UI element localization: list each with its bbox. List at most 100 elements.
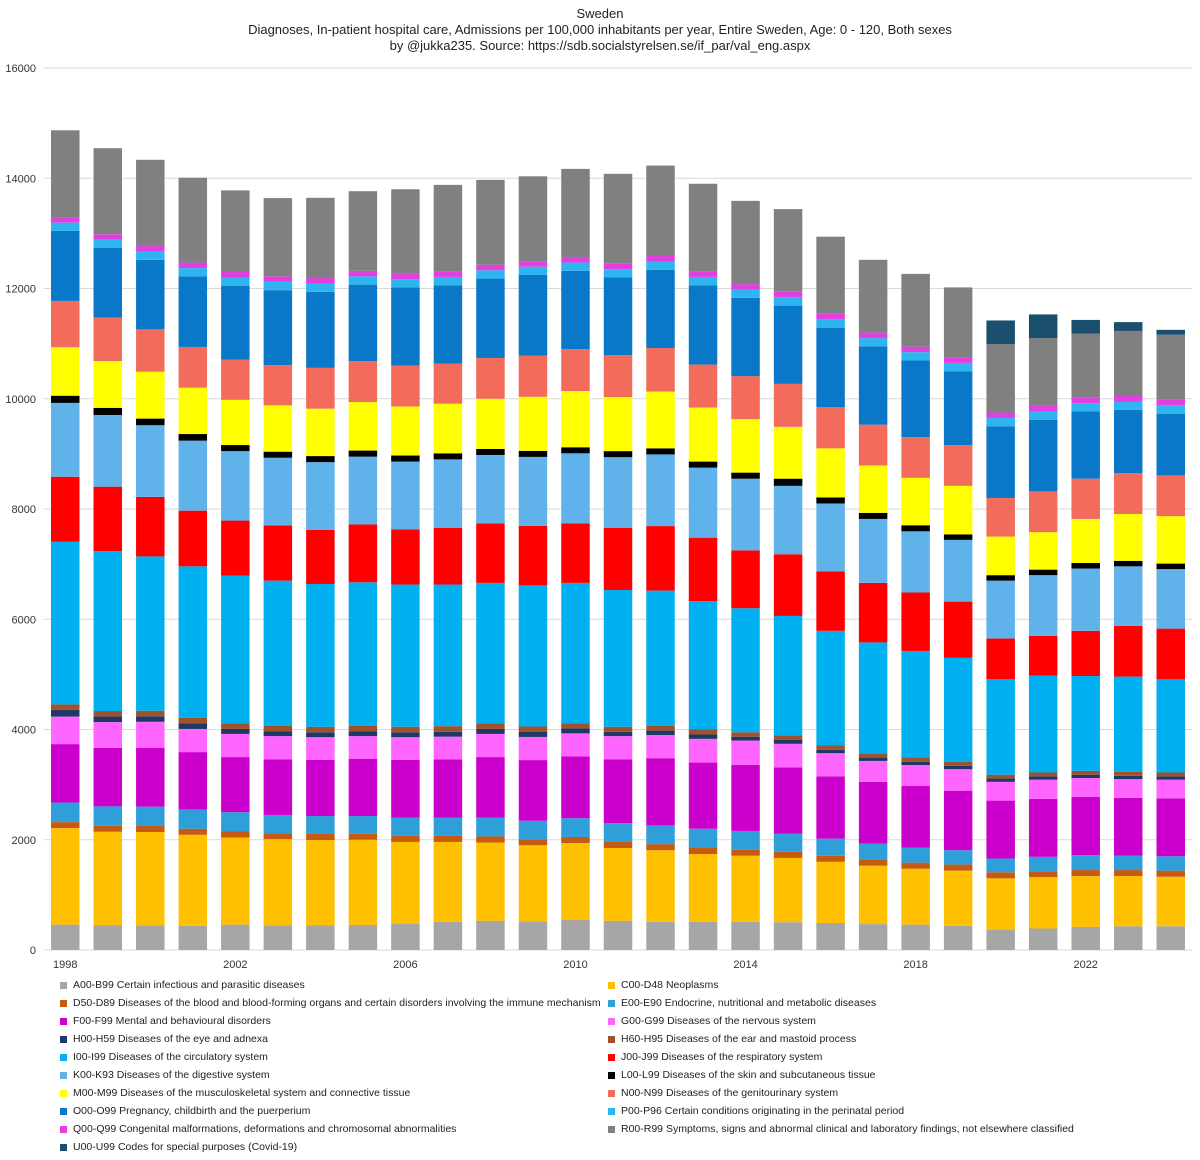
bar-segment (1071, 518, 1100, 564)
bar-segment (306, 840, 335, 926)
bar-segment (136, 259, 165, 330)
bar-segment (93, 806, 123, 826)
bar-segment (1071, 870, 1100, 877)
bar-segment (816, 319, 845, 328)
x-tick-label: 2018 (903, 959, 927, 971)
bar-segment (816, 776, 845, 839)
bar-segment (603, 173, 633, 264)
bar-segment (433, 459, 463, 528)
bar-segment (51, 541, 80, 705)
bar-segment (773, 739, 803, 744)
bar-segment (391, 279, 420, 288)
legend-label: L00-L99 Diseases of the skin and subcuta… (621, 1069, 876, 1081)
bar-segment (561, 453, 590, 524)
bar-segment (943, 790, 973, 851)
bar-segment (433, 726, 463, 732)
bar-segment (348, 361, 378, 403)
bar-segment (476, 920, 505, 950)
bar-segment (901, 761, 930, 766)
bar-segment (1156, 569, 1185, 629)
bar-segment (986, 872, 1015, 879)
bar-segment (391, 461, 420, 530)
bar-segment (816, 749, 845, 754)
y-tick-label: 2000 (12, 835, 36, 847)
bar-segment (731, 419, 760, 473)
bar-segment (1071, 568, 1100, 631)
legend-item: U00-U99 Codes for special purposes (Covi… (60, 1138, 297, 1156)
x-tick-label: 2002 (223, 959, 247, 971)
bar-segment (178, 268, 208, 277)
bar-segment (136, 716, 165, 722)
bar-segment (263, 814, 293, 834)
bar-segment (1156, 798, 1185, 857)
y-tick-label: 16000 (5, 63, 36, 75)
bar-segment (773, 209, 803, 292)
bar-segment (1071, 630, 1100, 677)
bar-segment (943, 864, 973, 871)
bar-segment (901, 862, 930, 869)
bar-stack-2024 (1156, 329, 1185, 950)
bar-segment (476, 733, 505, 758)
bar-segment (348, 402, 378, 451)
legend-label: Q00-Q99 Congenital malformations, deform… (73, 1123, 457, 1135)
bar-segment (858, 259, 888, 333)
bar-segment (476, 728, 505, 734)
chart-subtitle: Diagnoses, In-patient hospital care, Adm… (248, 22, 952, 37)
bar-segment (603, 397, 633, 452)
bar-segment (816, 503, 845, 572)
bar-segment (1028, 411, 1058, 420)
bar-segment (986, 575, 1015, 581)
bar-segment (561, 582, 590, 724)
bar-segment (646, 255, 675, 262)
bar-segment (476, 357, 505, 399)
bar-segment (51, 476, 80, 542)
bar-segment (943, 485, 973, 535)
legend-item: M00-M99 Diseases of the musculoskeletal … (60, 1084, 410, 1102)
bar-segment (688, 407, 718, 462)
bar-segment (433, 817, 463, 836)
bar-segment (986, 497, 1015, 537)
bar-stack-2002 (221, 190, 250, 950)
bar-stack-2001 (178, 177, 208, 950)
bar-segment (1156, 628, 1185, 680)
y-axis: 0 2000 4000 6000 8000 10000 12000 14000 16000 (5, 63, 36, 957)
bar-segment (51, 716, 80, 745)
bar-segment (688, 734, 718, 739)
bar-segment (816, 236, 845, 314)
bar-stack-2003 (263, 198, 293, 950)
bar-segment (901, 592, 930, 651)
bar-segment (986, 412, 1015, 419)
bar-segment (731, 478, 760, 551)
bar-segment (773, 857, 803, 923)
legend-swatch (60, 981, 67, 989)
bar-segment (943, 371, 973, 446)
bar-segment (93, 825, 123, 832)
bar-segment (646, 348, 675, 392)
bar-segment (1028, 675, 1058, 773)
bar-segment (391, 273, 420, 280)
bar-segment (1028, 928, 1058, 950)
bar-segment (51, 217, 80, 223)
bar-segment (561, 523, 590, 583)
bar-segment (93, 415, 123, 487)
bar-segment (476, 448, 505, 455)
bar-segment (178, 346, 208, 388)
bar-segment (603, 355, 633, 398)
bar-segment (943, 445, 973, 486)
bar-segment (348, 725, 378, 732)
legend-item: P00-P96 Certain conditions originating i… (608, 1102, 904, 1120)
bar-segment (178, 566, 208, 718)
bar-segment (476, 723, 505, 729)
bar-segment (731, 732, 760, 737)
bar-segment (1156, 516, 1185, 564)
bar-segment (1071, 876, 1100, 927)
bar-stack-1998 (51, 130, 80, 950)
bar-segment (688, 601, 718, 730)
bar-segment (901, 786, 930, 848)
bar-segment (1113, 625, 1143, 677)
bar-segment (858, 512, 888, 519)
bar-segment (433, 584, 463, 727)
bar-segment (858, 781, 888, 844)
bar-segment (773, 426, 803, 479)
legend-label: F00-F99 Mental and behavioural disorders (73, 1015, 271, 1027)
